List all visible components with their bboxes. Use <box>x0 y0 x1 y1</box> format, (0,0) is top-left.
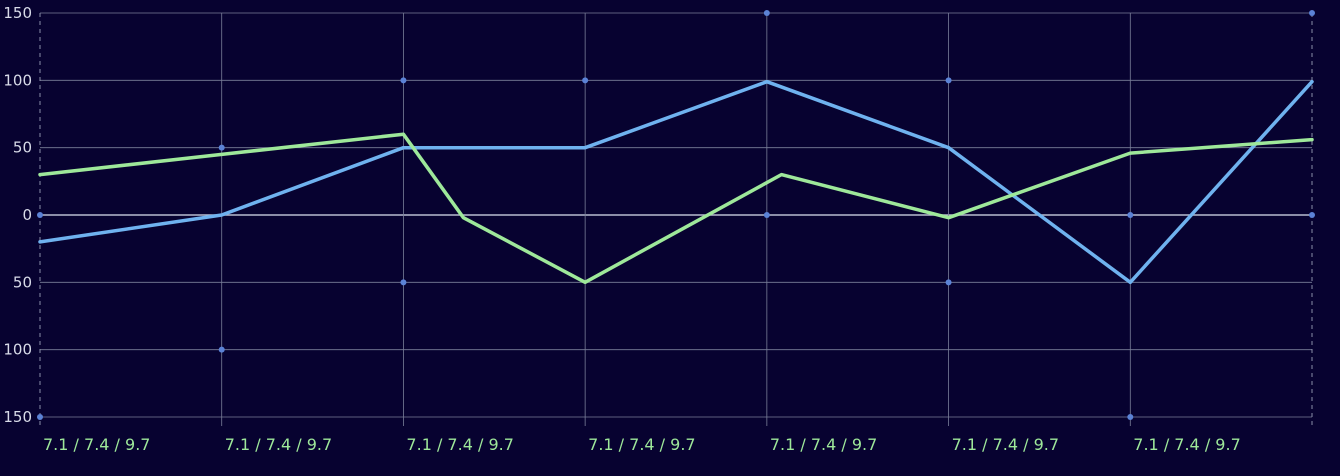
x-tick-label: 7.1 / 7.4 / 9.7 <box>1133 435 1240 454</box>
marker-point <box>1309 10 1315 16</box>
y-tick-label: 50 <box>13 139 32 157</box>
marker-point <box>945 279 952 286</box>
x-axis-ticks: 7.1 / 7.4 / 9.7 7.1 / 7.4 / 9.7 7.1 / 7.4 … <box>43 435 1241 454</box>
y-tick-label: 100 <box>3 341 32 359</box>
x-tick-label: 7.1 / 7.4 / 9.7 <box>43 435 150 454</box>
y-tick-label: 100 <box>3 71 32 89</box>
marker-point <box>37 212 43 218</box>
y-tick-label: 50 <box>13 273 32 291</box>
y-tick-label: 150 <box>3 408 32 426</box>
series-line-1 <box>38 79 1314 285</box>
marker-point <box>400 279 407 286</box>
marker-point <box>582 77 589 84</box>
x-tick-label: 7.1 / 7.4 / 9.7 <box>225 435 332 454</box>
y-axis-ticks: 150 100 50 0 50 100 150 <box>3 4 32 426</box>
markers <box>37 10 1315 420</box>
x-tick-label: 7.1 / 7.4 / 9.7 <box>952 435 1059 454</box>
series-line-2 <box>38 132 1314 285</box>
marker-point <box>1127 414 1134 420</box>
y-tick-label: 0 <box>22 206 32 224</box>
x-tick-label: 7.1 / 7.4 / 9.7 <box>770 435 877 454</box>
x-tick-label: 7.1 / 7.4 / 9.7 <box>588 435 695 454</box>
marker-point <box>37 414 43 420</box>
marker-point <box>945 77 952 84</box>
marker-point <box>400 77 407 84</box>
marker-point <box>218 346 225 353</box>
series-lines <box>38 79 1314 285</box>
marker-point <box>1309 212 1315 218</box>
y-tick-label: 150 <box>3 4 32 22</box>
x-tick-label: 7.1 / 7.4 / 9.7 <box>406 435 513 454</box>
grid <box>39 12 1313 426</box>
marker-point <box>763 10 770 16</box>
marker-point <box>1127 212 1134 218</box>
marker-point <box>218 144 225 151</box>
marker-point <box>763 212 770 218</box>
